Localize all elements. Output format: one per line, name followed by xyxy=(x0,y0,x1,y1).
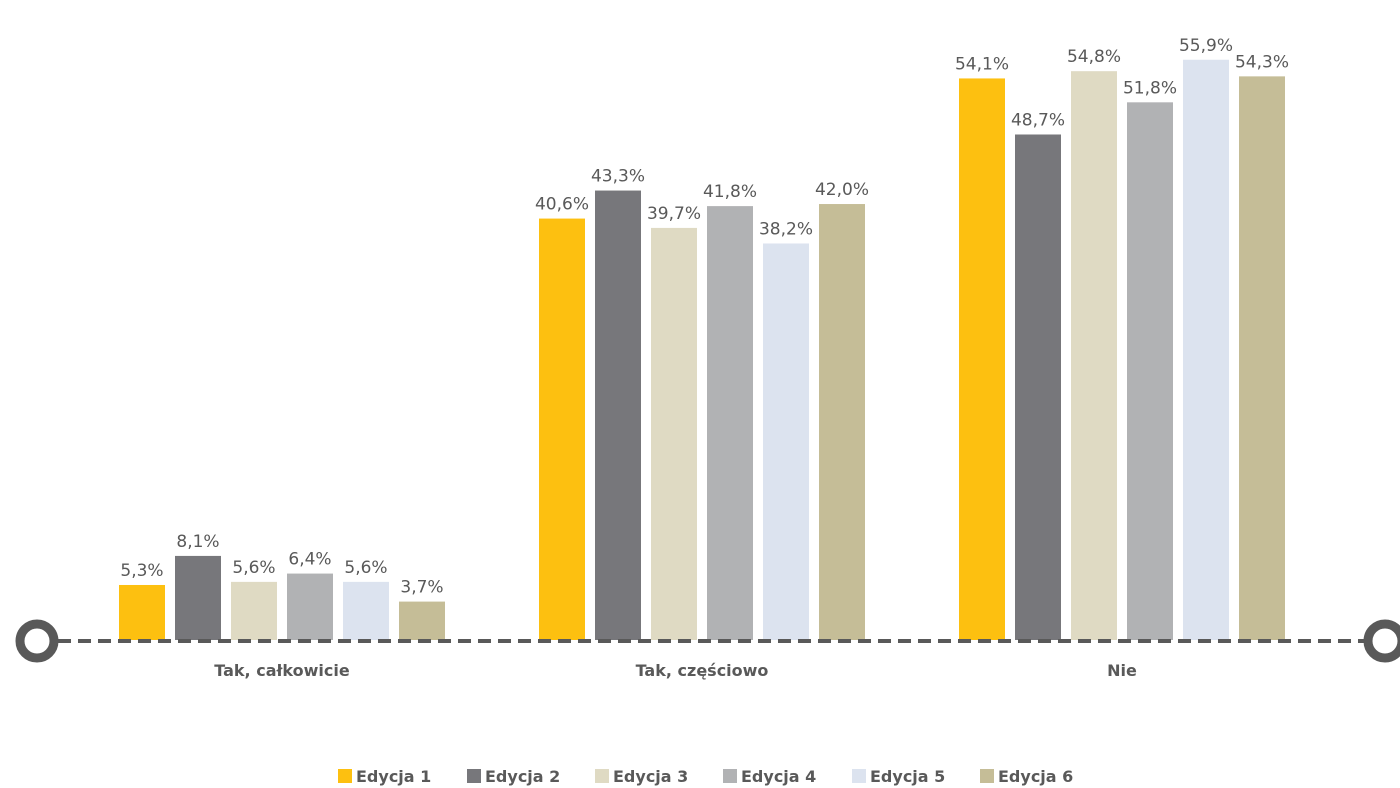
x-axis xyxy=(15,619,1400,663)
bar xyxy=(399,601,445,640)
data-label: 39,7% xyxy=(647,204,701,224)
bar xyxy=(595,190,641,640)
category-labels-group: Tak, całkowicie Tak, częściowo Nie xyxy=(214,661,1137,680)
legend-item: Edycja 4 xyxy=(723,767,816,786)
legend-label: Edycja 1 xyxy=(356,767,431,786)
data-label: 3,7% xyxy=(400,578,443,598)
bar xyxy=(1239,76,1285,641)
category-label: Tak, całkowicie xyxy=(214,661,350,680)
legend-label: Edycja 5 xyxy=(870,767,945,786)
category-label: Nie xyxy=(1107,661,1137,680)
bar xyxy=(1183,59,1229,641)
bar xyxy=(231,581,277,640)
bar xyxy=(175,555,221,640)
legend-label: Edycja 4 xyxy=(741,767,816,786)
legend-swatch xyxy=(852,769,866,783)
bar xyxy=(539,218,585,640)
bar xyxy=(707,206,753,640)
bar xyxy=(763,243,809,640)
bar xyxy=(1071,71,1117,640)
value-labels-group: 5,3%8,1%5,6% 6,4% 5,6%3,7%40,6%43,3%39,7%4… xyxy=(120,36,1289,598)
legend-item: Edycja 5 xyxy=(852,767,945,786)
legend-item: Edycja 6 xyxy=(980,767,1073,786)
legend-swatch xyxy=(338,769,352,783)
data-label: 40,6% xyxy=(535,195,589,215)
axis-left-end-circle xyxy=(15,619,59,663)
data-label: 54,3% xyxy=(1235,52,1289,72)
bar xyxy=(343,581,389,640)
data-label: 55,9% xyxy=(1179,36,1233,56)
legend-item: Edycja 3 xyxy=(595,767,688,786)
axis-right-end-circle xyxy=(1363,619,1400,663)
data-label: 51,8% xyxy=(1123,78,1177,98)
data-label: 5,3% xyxy=(120,561,163,581)
legend-label: Edycja 2 xyxy=(485,767,560,786)
legend-item: Edycja 2 xyxy=(467,767,560,786)
legend-swatch xyxy=(723,769,737,783)
data-label: 43,3% xyxy=(591,167,645,187)
data-label: 48,7% xyxy=(1011,110,1065,130)
legend-swatch xyxy=(980,769,994,783)
data-label: 5,6% xyxy=(232,558,275,578)
legend-item: Edycja 1 xyxy=(338,767,431,786)
data-label: 54,8% xyxy=(1067,47,1121,67)
data-label: 5,6% xyxy=(344,558,387,578)
bars-group xyxy=(119,59,1285,641)
data-label: 54,1% xyxy=(955,54,1009,74)
legend-swatch xyxy=(595,769,609,783)
bar xyxy=(651,227,697,640)
legend-label: Edycja 3 xyxy=(613,767,688,786)
legend: Edycja 1 Edycja 2 Edycja 3 Edycja 4 Edycja 5… xyxy=(338,767,1073,786)
bar xyxy=(119,584,165,640)
bar xyxy=(1127,102,1173,641)
bar xyxy=(959,78,1005,640)
bar xyxy=(1015,134,1061,640)
category-label: Tak, częściowo xyxy=(636,661,769,680)
legend-swatch xyxy=(467,769,481,783)
bar xyxy=(819,204,865,641)
data-label: 6,4% xyxy=(288,550,331,570)
data-label: 38,2% xyxy=(759,219,813,239)
data-label: 8,1% xyxy=(176,532,219,552)
data-label: 41,8% xyxy=(703,182,757,202)
data-label: 42,0% xyxy=(815,180,869,200)
bar xyxy=(287,573,333,640)
legend-label: Edycja 6 xyxy=(998,767,1073,786)
